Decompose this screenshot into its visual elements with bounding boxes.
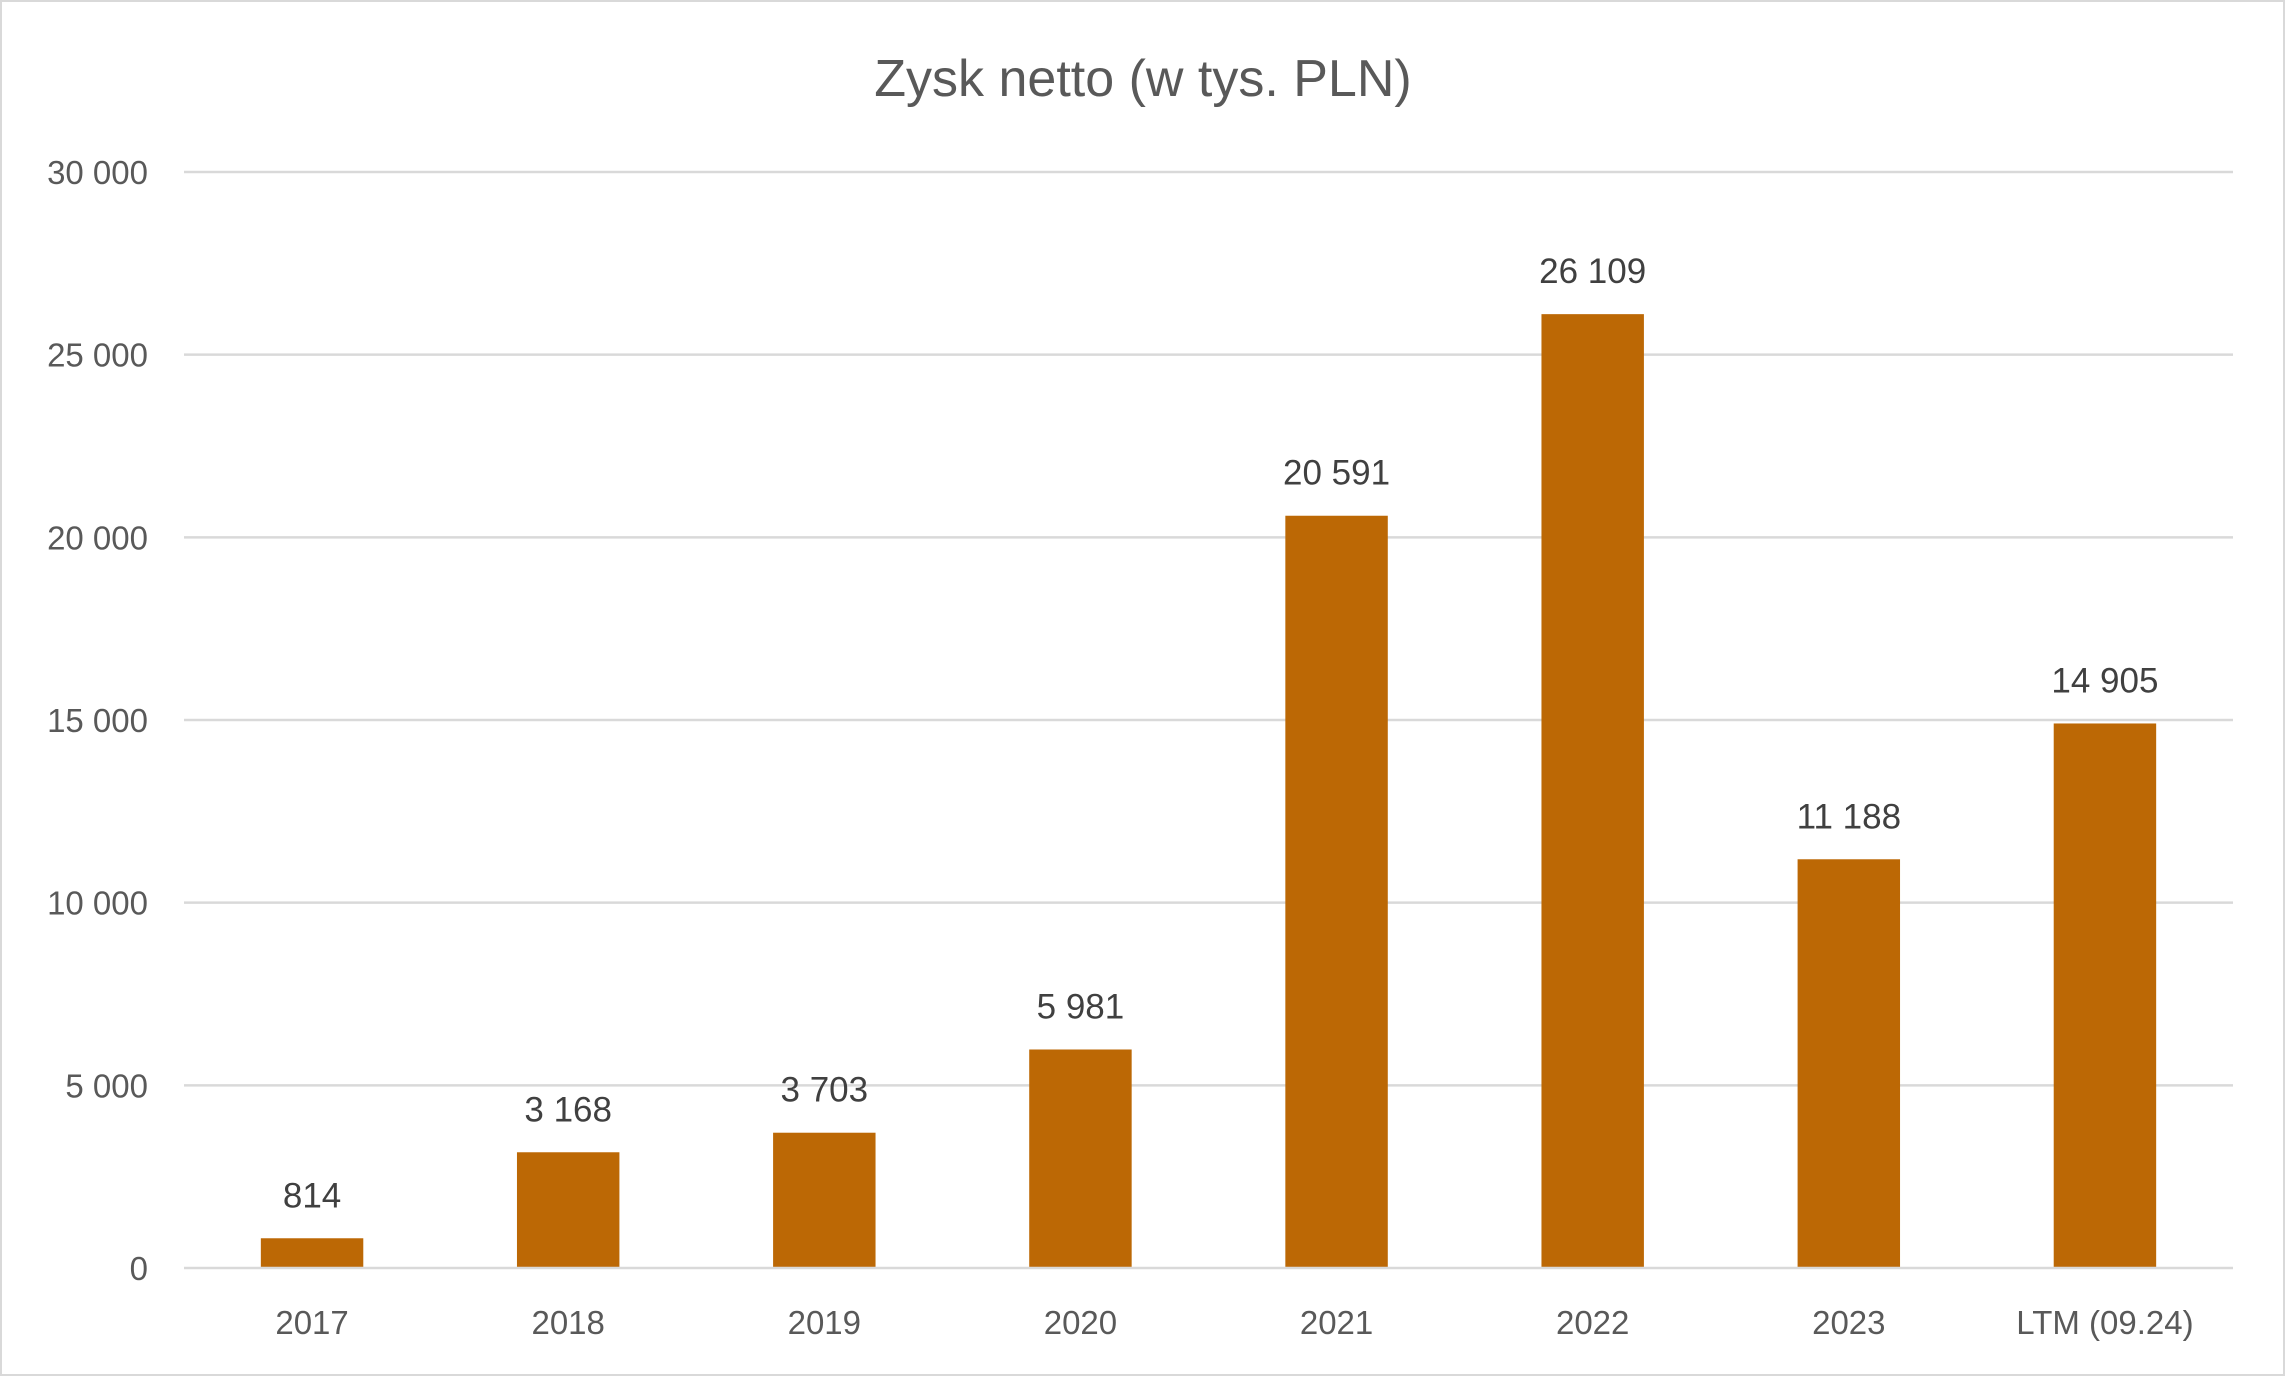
bar <box>1029 1049 1132 1268</box>
data-label: 3 703 <box>781 1071 869 1110</box>
x-tick-label: 2018 <box>531 1304 604 1341</box>
data-label: 20 591 <box>1283 454 1390 493</box>
y-tick-label: 30 000 <box>47 154 148 191</box>
bar <box>1285 515 1388 1268</box>
data-label: 3 168 <box>524 1090 612 1129</box>
data-label: 814 <box>283 1176 341 1215</box>
y-tick-label: 5 000 <box>65 1067 148 1104</box>
bar <box>2053 723 2157 1268</box>
y-tick-label: 0 <box>130 1250 148 1287</box>
bars <box>260 314 2157 1268</box>
bar <box>516 1152 620 1268</box>
x-tick-label: 2019 <box>788 1304 861 1341</box>
x-tick-label: 2017 <box>275 1304 348 1341</box>
data-label: 26 109 <box>1539 252 1646 291</box>
y-tick-label: 25 000 <box>47 337 148 374</box>
y-axis-tick-labels: 0 5 000 10 000 15 000 20 000 25 000 30 000 <box>47 154 148 1287</box>
gridlines <box>184 170 2233 1087</box>
data-label: 11 188 <box>1797 797 1901 836</box>
y-tick-label: 10 000 <box>47 885 148 922</box>
x-tick-label: LTM (09.24) <box>2016 1304 2193 1341</box>
data-label: 14 905 <box>2051 661 2158 700</box>
bar <box>260 1238 364 1268</box>
x-tick-label: 2020 <box>1044 1304 1117 1341</box>
x-tick-label: 2022 <box>1556 1304 1629 1341</box>
x-axis-tick-labels: 2017 2018 2019 2020 2021 2022 2023 LTM (09.24) <box>275 1304 2193 1341</box>
bar <box>1541 314 1644 1268</box>
bar <box>773 1132 876 1268</box>
x-tick-label: 2021 <box>1300 1304 1373 1341</box>
data-label: 5 981 <box>1037 987 1125 1026</box>
y-tick-label: 20 000 <box>47 519 148 556</box>
y-tick-label: 15 000 <box>47 702 148 739</box>
bar <box>1797 859 1901 1268</box>
x-tick-label: 2023 <box>1812 1304 1885 1341</box>
chart-title: Zysk netto (w tys. PLN) <box>874 50 1411 108</box>
data-labels: 814 3 168 3 703 5 981 20 591 26 109 11 188 14 9… <box>283 252 2159 1215</box>
